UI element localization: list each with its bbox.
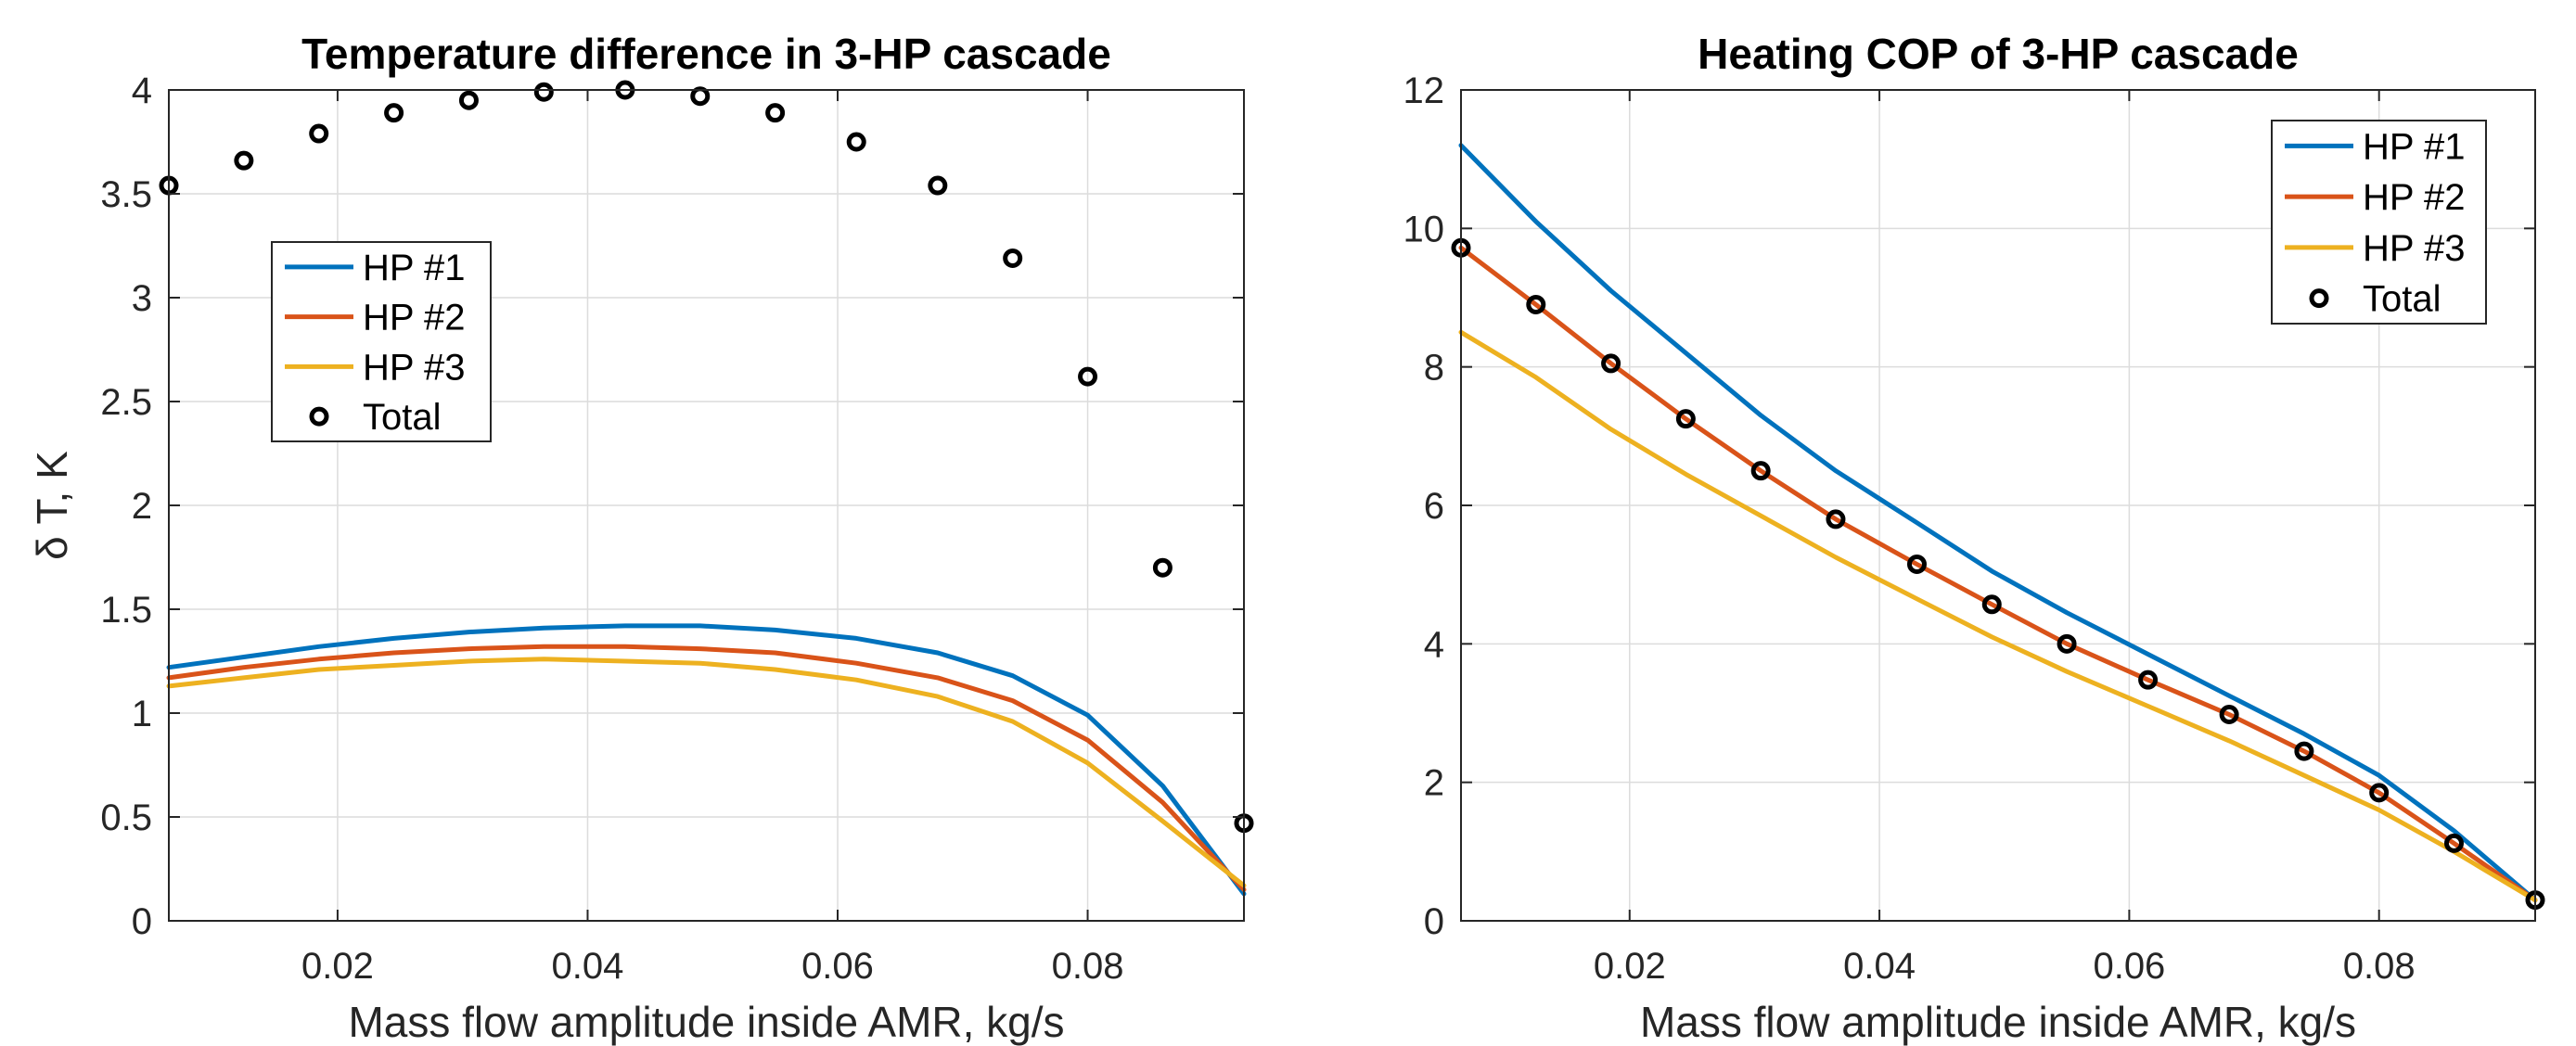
left-x-axis-label: Mass flow amplitude inside AMR, kg/s — [348, 998, 1064, 1046]
y-tick-label: 10 — [1403, 209, 1445, 249]
total-data-marker — [1675, 409, 1696, 429]
left-series-layer — [159, 80, 1254, 897]
legend-entry-label: HP #1 — [363, 248, 465, 288]
left-legend: HP #1 HP #2 HP #3 Total — [271, 241, 492, 442]
total-data-marker — [1526, 294, 1546, 314]
total-data-marker — [458, 90, 479, 110]
y-tick-label: 6 — [1424, 486, 1444, 527]
total-data-marker — [2138, 670, 2159, 690]
x-tick-label: 0.02 — [301, 946, 374, 987]
total-data-marker — [2057, 633, 2077, 654]
y-tick-label: 3.5 — [100, 174, 152, 215]
right-gridlines — [1461, 90, 2535, 921]
y-tick-label: 2.5 — [100, 382, 152, 423]
series-line-hp3 — [166, 657, 1247, 888]
total-data-marker — [309, 123, 329, 144]
x-tick-label: 0.06 — [801, 946, 874, 987]
total-data-marker — [2294, 741, 2314, 761]
series-line-hp1 — [1458, 143, 2538, 903]
legend-entry-label: HP #2 — [363, 298, 465, 338]
legend-entry-label: HP #3 — [363, 347, 465, 388]
total-data-marker — [533, 82, 554, 102]
total-data-marker — [1826, 509, 1846, 529]
right-tick-layer: 0.02 0.04 0.06 0.08 0 2 4 6 8 10 12 — [1403, 70, 2535, 987]
total-data-marker — [765, 103, 786, 123]
right-x-axis-label: Mass flow amplitude inside AMR, kg/s — [1640, 998, 2356, 1046]
legend-swatch-marker — [309, 406, 329, 427]
total-data-marker — [234, 150, 254, 171]
total-data-marker — [1078, 366, 1098, 387]
y-tick-label: 0.5 — [100, 797, 152, 838]
total-data-marker — [1981, 594, 2002, 615]
left-chart-panel: 0.02 0.04 0.06 0.08 0 0.5 1 1.5 2 2.5 3 3.5 4 Temper… — [28, 30, 1254, 1046]
y-tick-label: 3 — [132, 278, 152, 319]
left-gridlines — [169, 90, 1244, 921]
y-tick-label: 0 — [1424, 901, 1444, 942]
total-data-marker — [2443, 833, 2464, 853]
total-data-marker — [690, 86, 711, 107]
right-series-layer — [1451, 143, 2545, 911]
legend-box — [271, 241, 492, 442]
series-line-hp3 — [1458, 329, 2538, 903]
y-tick-label: 4 — [1424, 624, 1444, 665]
legend-swatch-marker — [2309, 288, 2329, 309]
legend-box — [2271, 120, 2487, 325]
total-data-marker — [1906, 554, 1927, 574]
y-tick-label: 12 — [1403, 70, 1445, 111]
left-chart-title: Temperature difference in 3-HP cascade — [301, 30, 1111, 78]
legend-entry-label: Total — [363, 397, 442, 438]
x-tick-label: 0.02 — [1594, 946, 1666, 987]
legend-entry-label: HP #2 — [2363, 177, 2465, 218]
total-data-marker — [384, 103, 404, 123]
y-tick-label: 2 — [132, 486, 152, 527]
total-data-marker — [1601, 353, 1621, 374]
y-tick-label: 2 — [1424, 763, 1444, 804]
y-tick-label: 8 — [1424, 348, 1444, 389]
x-tick-label: 0.08 — [1052, 946, 1124, 987]
left-tick-layer: 0.02 0.04 0.06 0.08 0 0.5 1 1.5 2 2.5 3 3.5 4 — [100, 70, 1244, 987]
series-line-hp2 — [166, 644, 1247, 892]
total-data-marker — [2219, 704, 2239, 724]
series-line-hp2 — [1458, 245, 2538, 903]
legend-entry-label: HP #1 — [2363, 126, 2465, 167]
total-data-marker — [1003, 248, 1023, 268]
total-data-marker — [1152, 557, 1173, 578]
series-line-hp1 — [166, 623, 1247, 897]
x-tick-label: 0.04 — [1843, 946, 1916, 987]
right-chart-panel: 0.02 0.04 0.06 0.08 0 2 4 6 8 10 12 Heating COP of… — [1403, 30, 2545, 1046]
legend-entry-label: Total — [2363, 279, 2441, 320]
total-data-marker — [928, 175, 948, 196]
legend-entry-label: HP #3 — [2363, 228, 2465, 269]
y-tick-label: 0 — [132, 901, 152, 942]
right-chart-title: Heating COP of 3-HP cascade — [1698, 30, 2299, 78]
right-legend: HP #1 HP #2 HP #3 Total — [2271, 120, 2487, 325]
x-tick-label: 0.04 — [552, 946, 624, 987]
y-tick-label: 1.5 — [100, 590, 152, 631]
y-tick-label: 1 — [132, 694, 152, 734]
x-tick-label: 0.08 — [2343, 946, 2416, 987]
y-tick-label: 4 — [132, 70, 152, 111]
x-tick-label: 0.06 — [2093, 946, 2165, 987]
total-data-marker — [1750, 461, 1771, 481]
total-data-marker — [2369, 783, 2390, 803]
left-y-axis-label: δ T, K — [28, 451, 76, 560]
total-data-marker — [846, 132, 866, 152]
